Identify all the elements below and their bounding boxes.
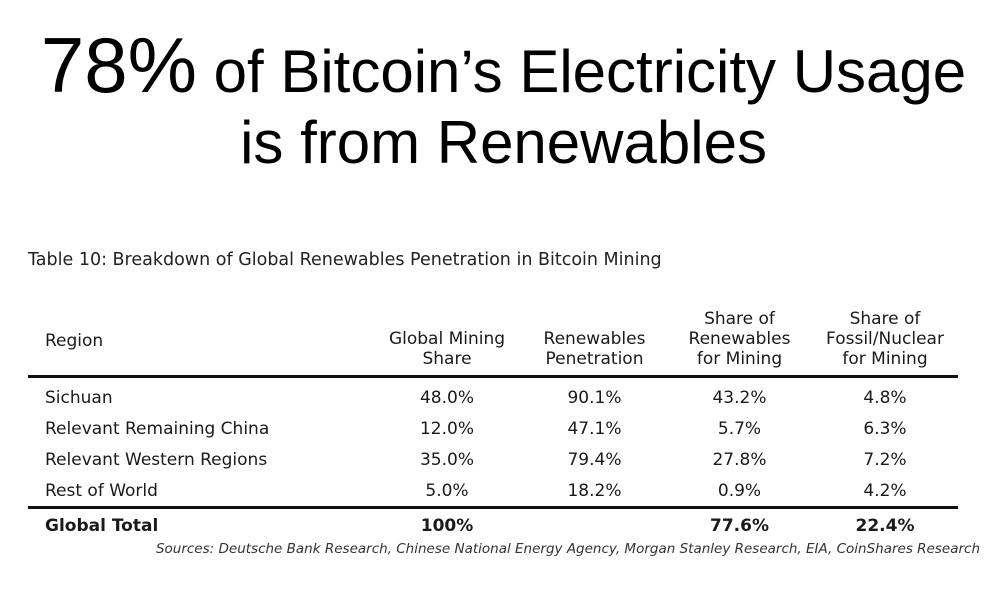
headline-line-1-text: of Bitcoin’s Electricity Usage — [196, 38, 967, 105]
header-text: Renewables — [543, 329, 646, 349]
cell-region: Rest of World — [45, 480, 158, 501]
header-share-of-fossil-nuclear: Share of Fossil/Nuclear for Mining — [812, 285, 958, 378]
renewables-table: Region Global Mining Share Renewables Pe… — [28, 285, 958, 542]
cell-region: Relevant Western Regions — [45, 449, 268, 470]
header-text: Share — [422, 349, 472, 369]
cell-renewables-penetration: 90.1% — [567, 387, 622, 408]
header-global-mining-share: Global Mining Share — [372, 285, 522, 378]
table-row: Sichuan 48.0% 90.1% 43.2% 4.8% — [28, 377, 958, 414]
cell-renewables-penetration: 18.2% — [567, 480, 622, 501]
header-text: Share of — [849, 309, 921, 329]
header-text: Renewables — [688, 329, 791, 349]
cell-share-fossil: 4.2% — [863, 480, 907, 501]
cell-share-fossil-total: 22.4% — [812, 506, 958, 542]
header-text: Global Mining — [388, 329, 506, 349]
sources-note: Sources: Deutsche Bank Research, Chinese… — [155, 541, 980, 557]
cell-share-fossil: 7.2% — [863, 449, 907, 470]
cell-share-renewables: 27.8% — [712, 449, 767, 470]
cell-share-fossil: 6.3% — [863, 418, 907, 439]
cell-mining-share: 12.0% — [419, 418, 474, 439]
cell-share-renewables: 43.2% — [712, 387, 767, 408]
header-text: Penetration — [545, 349, 644, 369]
cell-share-fossil: 4.8% — [863, 387, 907, 408]
cell-renewables-penetration: 47.1% — [567, 418, 622, 439]
cell-renewables-penetration-total — [522, 506, 667, 542]
cell-mining-share: 5.0% — [425, 480, 469, 501]
cell-mining-share: 48.0% — [419, 387, 474, 408]
table-caption: Table 10: Breakdown of Global Renewables… — [28, 250, 662, 270]
header-text: for Mining — [696, 349, 783, 369]
headline: 78% of Bitcoin’s Electricity Usage is fr… — [0, 21, 1007, 177]
table-row: Relevant Remaining China 12.0% 47.1% 5.7… — [28, 413, 958, 444]
header-renewables-penetration: Renewables Penetration — [522, 285, 667, 378]
header-text: Share of — [704, 309, 775, 329]
header-text: for Mining — [842, 349, 928, 369]
header-region: Region — [28, 285, 372, 378]
cell-share-renewables-total: 77.6% — [667, 506, 812, 542]
cell-region: Relevant Remaining China — [45, 418, 270, 439]
headline-line-2: is from Renewables — [240, 109, 767, 177]
header-text: Fossil/Nuclear — [826, 329, 944, 349]
table-row: Relevant Western Regions 35.0% 79.4% 27.… — [28, 444, 958, 475]
headline-line-1: 78% of Bitcoin’s Electricity Usage — [0, 21, 1007, 109]
table-header-row: Region Global Mining Share Renewables Pe… — [28, 285, 958, 378]
cell-mining-share: 35.0% — [419, 449, 474, 470]
cell-region: Sichuan — [45, 387, 113, 408]
headline-percentage: 78% — [40, 21, 197, 109]
cell-renewables-penetration: 79.4% — [567, 449, 622, 470]
cell-share-renewables: 5.7% — [717, 418, 762, 439]
header-share-of-renewables: Share of Renewables for Mining — [667, 285, 812, 378]
table-total-row: Global Total 100% 77.6% 22.4% — [28, 506, 958, 542]
table-row: Rest of World 5.0% 18.2% 0.9% 4.2% — [28, 475, 958, 508]
cell-region-total: Global Total — [28, 506, 372, 542]
cell-mining-share-total: 100% — [372, 506, 522, 542]
cell-share-renewables: 0.9% — [717, 480, 762, 501]
